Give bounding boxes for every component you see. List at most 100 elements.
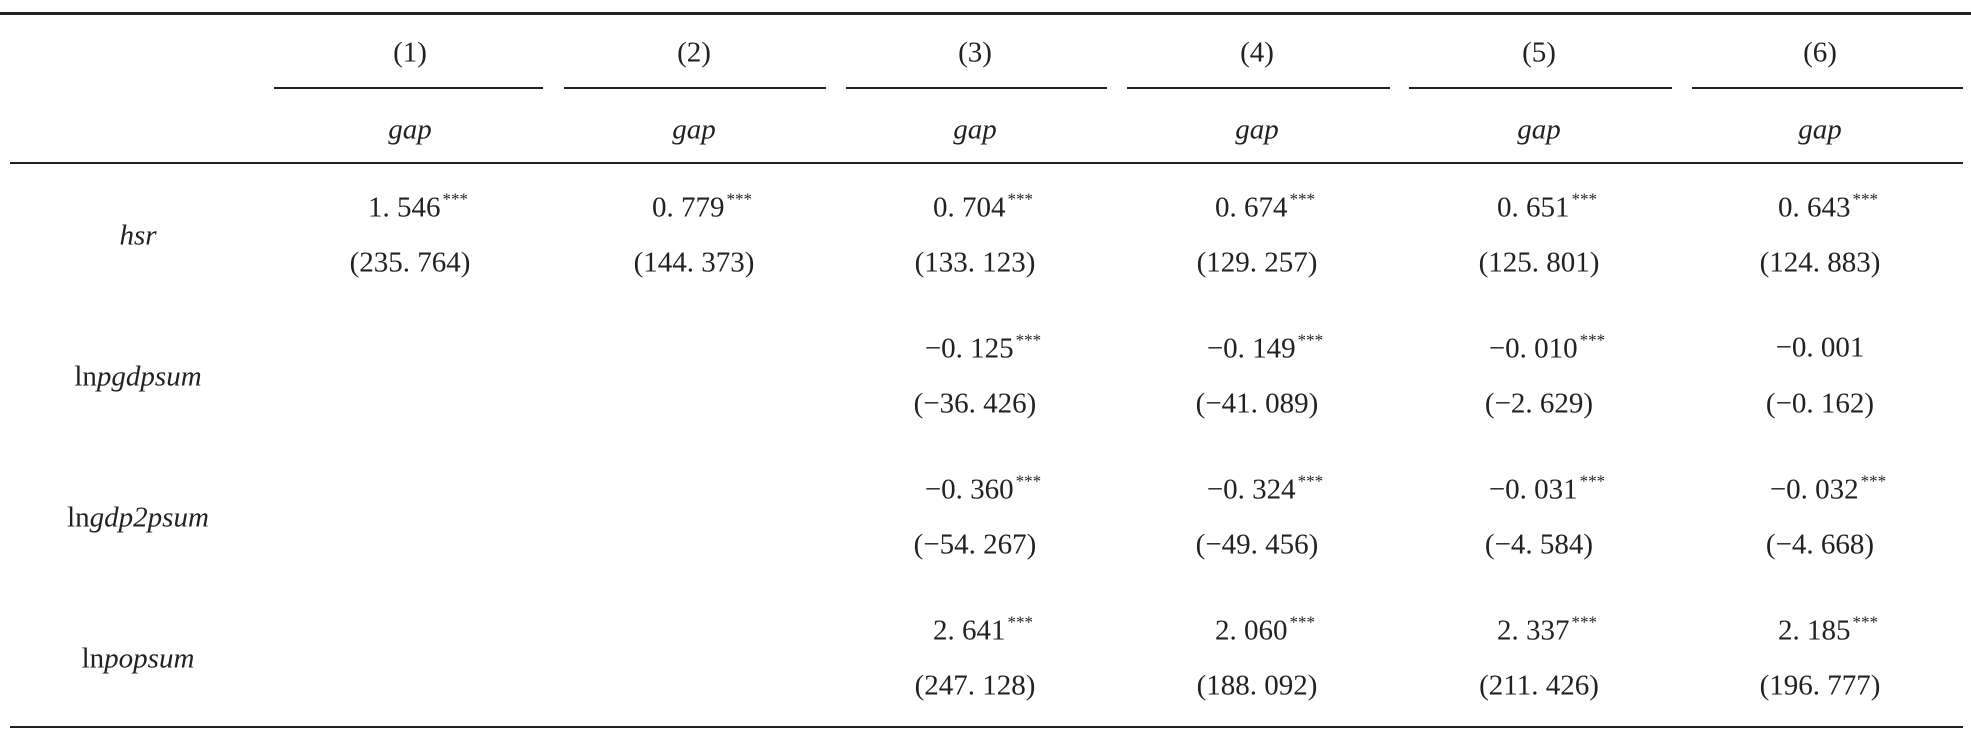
t-statistic: (124. 883) <box>1759 246 1881 279</box>
coefficient-value: −0. 149 <box>1206 332 1296 365</box>
coefficient-value: 2. 060 <box>1215 614 1288 647</box>
t-statistic: (235. 764) <box>349 246 471 279</box>
t-statistic: (−4. 668) <box>1765 528 1875 561</box>
row-label: lngdp2psum <box>67 502 209 535</box>
coefficient-value: −0. 125 <box>924 332 1014 365</box>
coefficient-value: 0. 643 <box>1778 191 1851 224</box>
t-statistic: (188. 092) <box>1196 669 1318 702</box>
t-statistic: (−2. 629) <box>1484 387 1594 420</box>
coefficient: −0. 031 *** <box>1489 472 1605 507</box>
dependent-variable: gap <box>388 113 432 146</box>
dependent-variable: gap <box>1235 113 1279 146</box>
significance-stars: *** <box>1297 471 1324 491</box>
label-prefix: ln <box>74 360 97 393</box>
t-statistic: (−41. 089) <box>1195 387 1319 420</box>
coefficient: 2. 060 *** <box>1215 613 1315 648</box>
column-number: (3) <box>958 36 992 69</box>
coefficient: −0. 149 *** <box>1207 331 1323 366</box>
coefficient: 0. 779 *** <box>652 190 752 225</box>
column-underline <box>1127 87 1390 89</box>
significance-stars: *** <box>1579 330 1606 350</box>
coefficient: −0. 032 *** <box>1770 472 1886 507</box>
coefficient: 0. 674 *** <box>1215 190 1315 225</box>
significance-stars: *** <box>1579 471 1606 491</box>
coefficient: 0. 704 *** <box>933 190 1033 225</box>
column-underline <box>1409 87 1672 89</box>
significance-stars: *** <box>1571 612 1598 632</box>
t-statistic: (−49. 456) <box>1195 528 1319 561</box>
coefficient: −0. 125 *** <box>925 331 1041 366</box>
coefficient: −0. 360 *** <box>925 472 1041 507</box>
coefficient-value: 2. 641 <box>933 614 1006 647</box>
variable-name: hsr <box>119 219 157 252</box>
coefficient: 2. 641 *** <box>933 613 1033 648</box>
t-statistic: (−4. 584) <box>1484 528 1594 561</box>
t-statistic: (196. 777) <box>1759 669 1881 702</box>
coefficient: −0. 001 <box>1776 332 1865 365</box>
significance-stars: *** <box>1852 189 1879 209</box>
significance-stars: *** <box>1007 189 1034 209</box>
t-statistic: (129. 257) <box>1196 246 1318 279</box>
column-number: (5) <box>1522 36 1556 69</box>
variable-name: popsum <box>104 642 195 675</box>
column-underline <box>564 87 826 89</box>
coefficient-value: −0. 032 <box>1769 473 1859 506</box>
coefficient-value: 0. 674 <box>1215 191 1288 224</box>
column-number: (2) <box>677 36 711 69</box>
significance-stars: *** <box>1289 612 1316 632</box>
t-statistic: (−36. 426) <box>913 387 1037 420</box>
coefficient-value: −0. 031 <box>1488 473 1578 506</box>
label-prefix: ln <box>81 642 105 675</box>
coefficient-value: −0. 010 <box>1488 332 1578 365</box>
t-statistic: (125. 801) <box>1478 246 1600 279</box>
coefficient-value: −0. 324 <box>1206 473 1296 506</box>
column-underline <box>846 87 1107 89</box>
significance-stars: *** <box>1289 189 1316 209</box>
dependent-variable: gap <box>953 113 997 146</box>
significance-stars: *** <box>1015 330 1042 350</box>
significance-stars: *** <box>726 189 753 209</box>
coefficient-value: 2. 337 <box>1497 614 1570 647</box>
t-statistic: (133. 123) <box>914 246 1036 279</box>
column-number: (1) <box>393 36 427 69</box>
coefficient: 2. 185 *** <box>1778 613 1878 648</box>
top-rule <box>0 12 1971 15</box>
significance-stars: *** <box>1860 471 1887 491</box>
label-prefix: ln <box>67 501 90 534</box>
row-label: hsr <box>119 220 156 253</box>
coefficient: 0. 643 *** <box>1778 190 1878 225</box>
coefficient-value: −0. 001 <box>1775 331 1865 364</box>
mid-rule <box>10 162 1963 164</box>
coefficient: −0. 324 *** <box>1207 472 1323 507</box>
t-statistic: (144. 373) <box>633 246 755 279</box>
t-statistic: (−0. 162) <box>1765 387 1875 420</box>
coefficient-value: 0. 651 <box>1497 191 1570 224</box>
dependent-variable: gap <box>672 113 716 146</box>
t-statistic: (−54. 267) <box>913 528 1037 561</box>
variable-name: gdp2psum <box>89 501 209 534</box>
coefficient-value: 0. 779 <box>652 191 725 224</box>
coefficient-value: 1. 546 <box>368 191 441 224</box>
row-label: lnpgdpsum <box>74 361 201 394</box>
significance-stars: *** <box>1297 330 1324 350</box>
bottom-rule <box>10 726 1963 728</box>
significance-stars: *** <box>1852 612 1879 632</box>
row-label: lnpopsum <box>82 643 195 676</box>
variable-name: pgdpsum <box>96 360 202 393</box>
t-statistic: (247. 128) <box>914 669 1036 702</box>
significance-stars: *** <box>1571 189 1598 209</box>
column-underline <box>1692 87 1963 89</box>
significance-stars: *** <box>442 189 469 209</box>
column-number: (6) <box>1803 36 1837 69</box>
dependent-variable: gap <box>1798 113 1842 146</box>
t-statistic: (211. 426) <box>1479 669 1599 702</box>
coefficient-value: −0. 360 <box>924 473 1014 506</box>
coefficient: 0. 651 *** <box>1497 190 1597 225</box>
column-number: (4) <box>1240 36 1274 69</box>
coefficient: −0. 010 *** <box>1489 331 1605 366</box>
column-underline <box>274 87 543 89</box>
coefficient: 1. 546 *** <box>368 190 468 225</box>
coefficient-value: 2. 185 <box>1778 614 1851 647</box>
coefficient-value: 0. 704 <box>933 191 1006 224</box>
